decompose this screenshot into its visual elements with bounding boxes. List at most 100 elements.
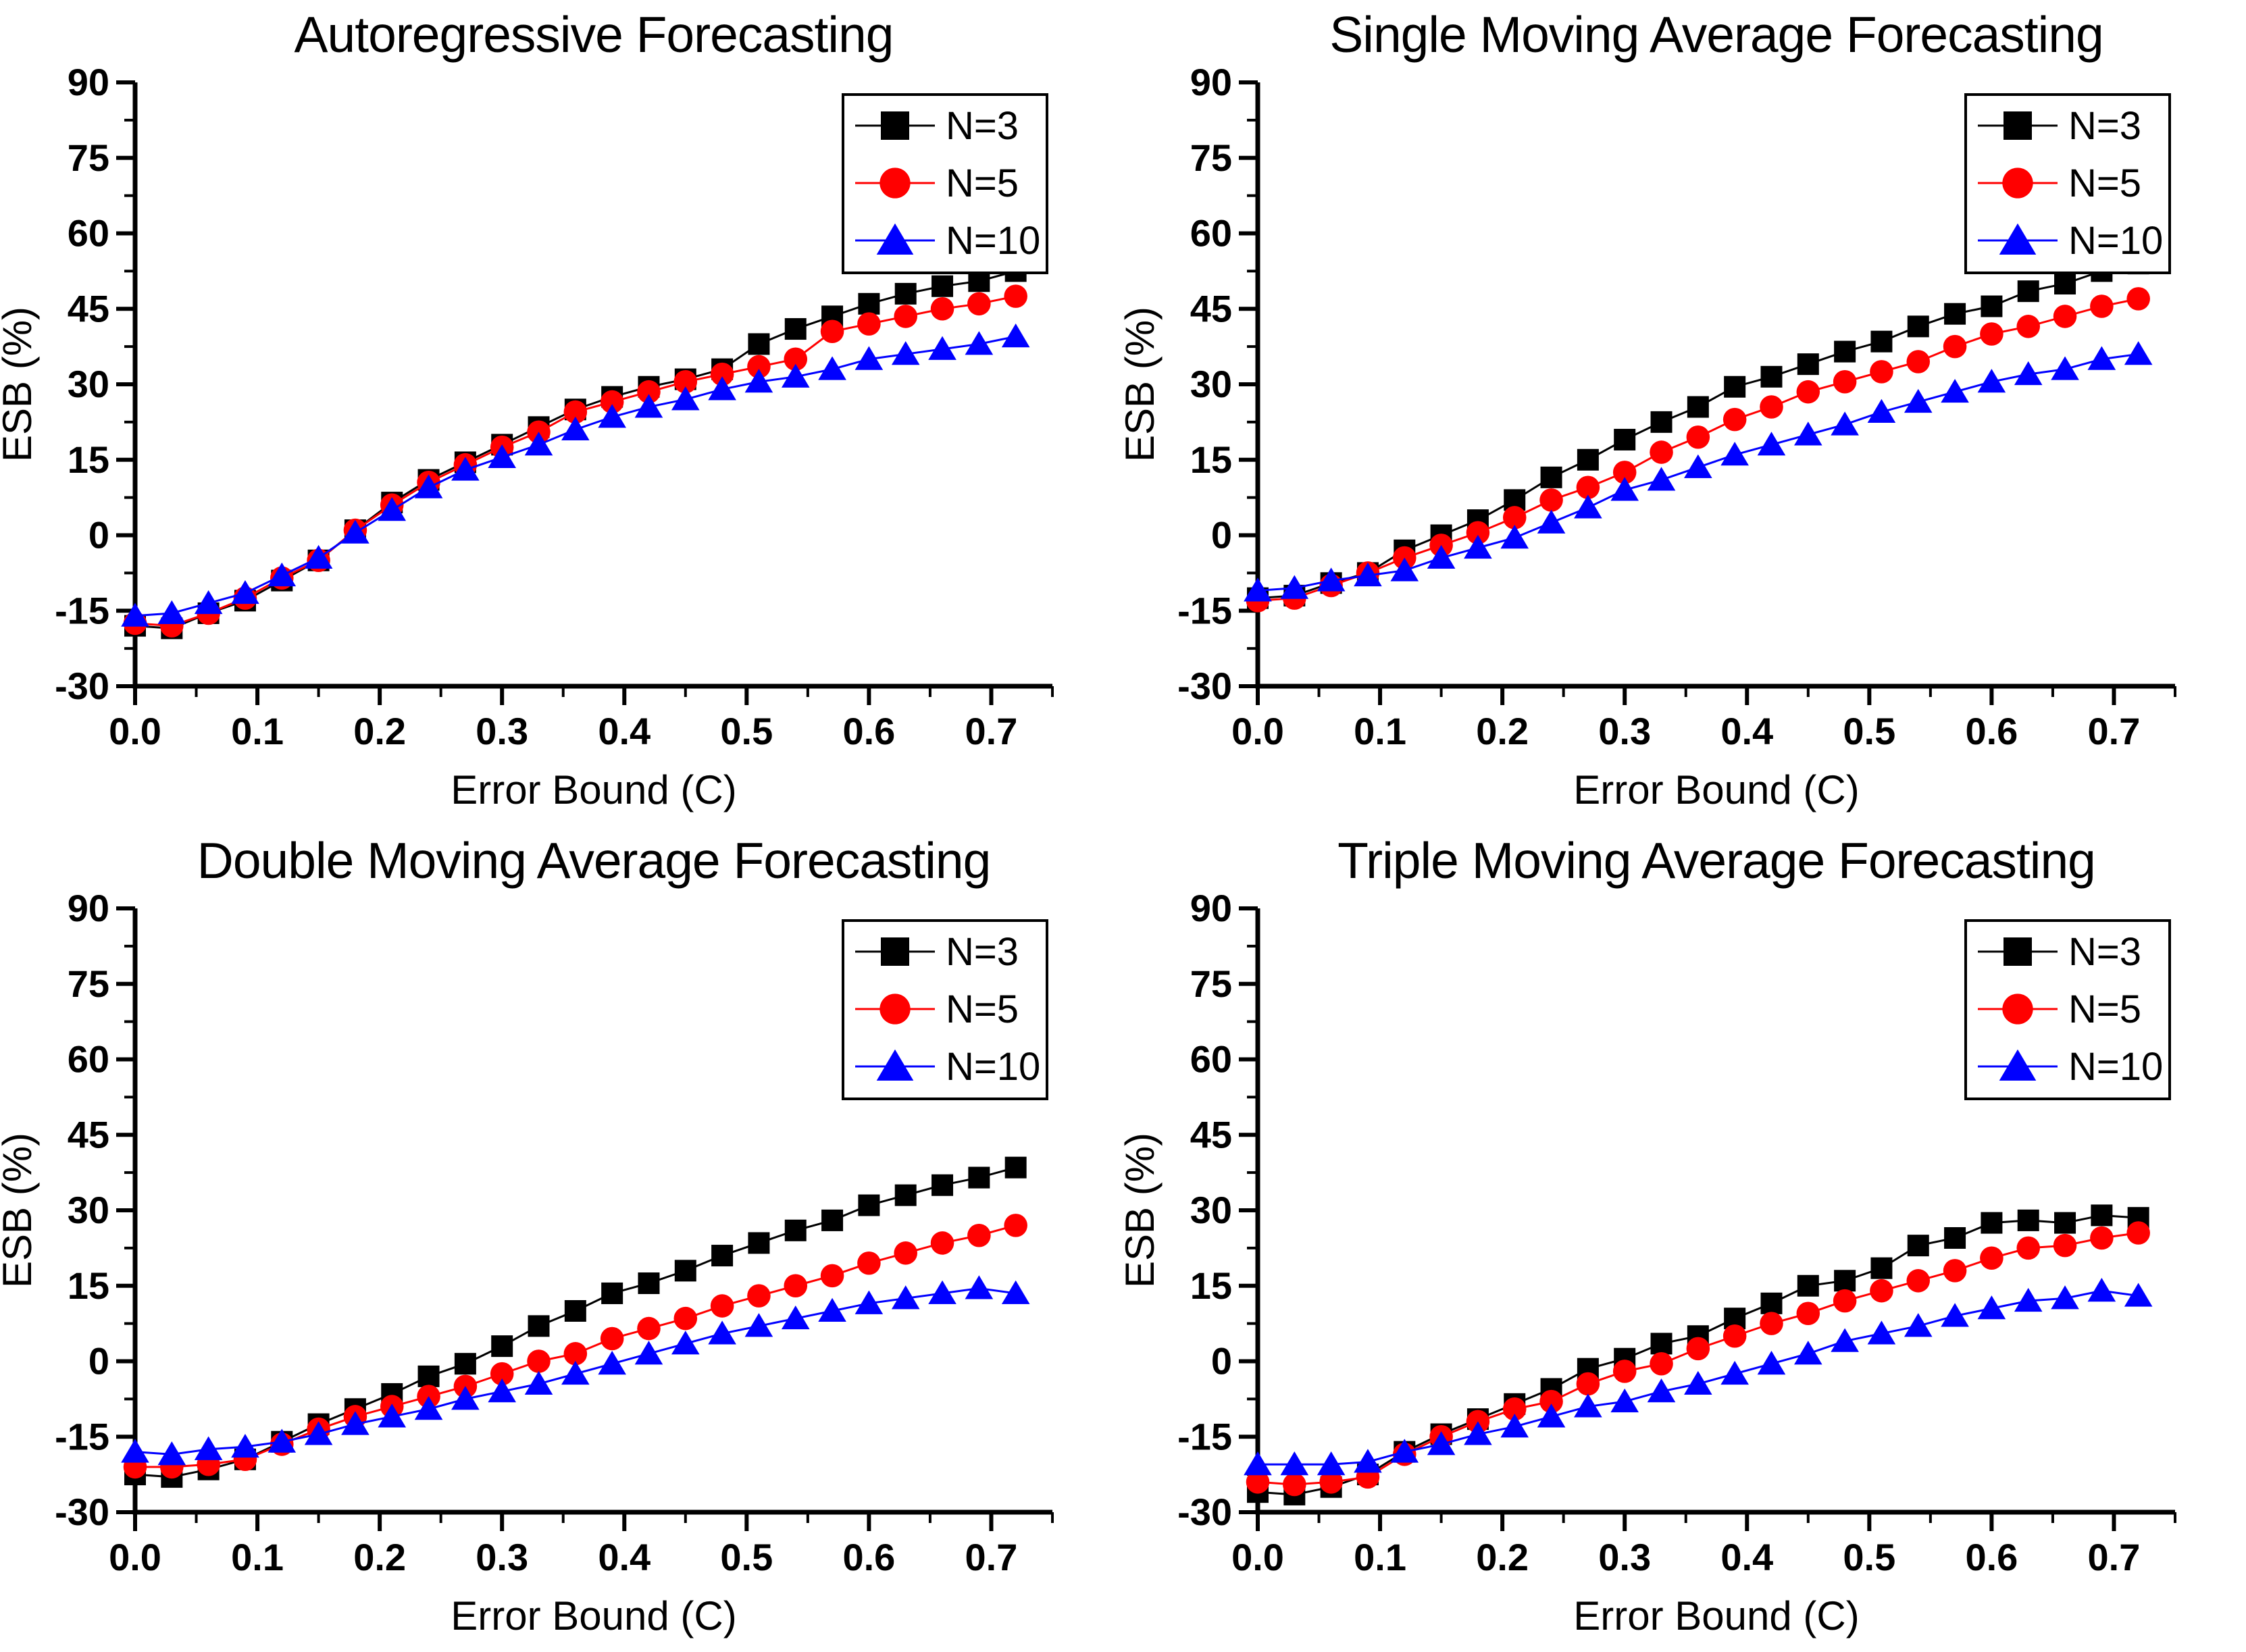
x-tick-label: 0.1 bbox=[231, 710, 284, 752]
x-tick-label: 0.7 bbox=[2088, 710, 2141, 752]
series-N=10-marker bbox=[1941, 1303, 1969, 1327]
y-tick-label: -30 bbox=[1177, 665, 1232, 707]
series-N=10-marker bbox=[634, 394, 663, 418]
series-N=5-marker bbox=[1796, 380, 1820, 404]
y-tick-label: 75 bbox=[1190, 136, 1232, 179]
y-tick-label: -15 bbox=[55, 589, 109, 631]
series-N=5-marker bbox=[1796, 1301, 1820, 1326]
series-N=5-marker bbox=[2053, 1233, 2077, 1258]
series-N=3-marker bbox=[1981, 295, 2003, 317]
series-N=10-marker bbox=[965, 331, 994, 355]
series-N=10-marker bbox=[414, 474, 443, 498]
legend-square-icon bbox=[881, 111, 909, 140]
series-N=5-marker bbox=[1980, 1246, 2003, 1270]
series-N=10-marker bbox=[1757, 1351, 1786, 1375]
series-N=10-line bbox=[134, 335, 1016, 617]
series-N=10-marker bbox=[744, 1313, 773, 1337]
series-N=3-marker bbox=[2017, 280, 2039, 303]
series-N=10 bbox=[1244, 341, 2153, 602]
x-tick-label: 0.6 bbox=[842, 710, 895, 752]
series-N=10-marker bbox=[598, 404, 626, 428]
series-N=10-marker bbox=[2014, 361, 2043, 386]
y-tick-label: 90 bbox=[68, 887, 109, 929]
autoregressive-plot: -30 -15 0 15 30 45 60 75 90 0.0 0.1 0.2 0.3 0.4 0.5 0.6… bbox=[0, 61, 1054, 812]
series-N=5-marker bbox=[1576, 1372, 1600, 1396]
series-N=10-marker bbox=[561, 1360, 590, 1385]
series-N=10-marker bbox=[1317, 1451, 1346, 1476]
legend-circle-icon bbox=[2002, 993, 2033, 1025]
series-N=5-marker bbox=[1722, 407, 1747, 432]
series-N=5 bbox=[123, 1214, 1027, 1479]
series-N=5-marker bbox=[747, 1284, 771, 1308]
y-tick-label: -15 bbox=[1177, 1415, 1232, 1457]
series-N=3-line bbox=[134, 269, 1017, 629]
series-N=10-marker bbox=[2087, 346, 2116, 370]
series-N=10-marker bbox=[1001, 1280, 1030, 1304]
series-N=10 bbox=[1244, 1278, 2153, 1476]
y-tick-label: 60 bbox=[68, 1038, 109, 1081]
series-N=5-marker bbox=[784, 1274, 808, 1298]
series-N=5-marker bbox=[563, 1342, 588, 1366]
x-tick-label: 0.0 bbox=[1231, 710, 1284, 752]
legend-square-icon bbox=[881, 937, 909, 966]
series-N=10-marker bbox=[1244, 577, 1272, 602]
axes bbox=[1239, 906, 2176, 1531]
legend-label: N=10 bbox=[946, 219, 1040, 263]
series-N=5-marker bbox=[1833, 1289, 1857, 1313]
legend: N=3 N=5 N=10 bbox=[842, 93, 1048, 274]
series-N=10-marker bbox=[2124, 1283, 2153, 1307]
series-N=3-marker bbox=[674, 1260, 696, 1282]
series-N=10-marker bbox=[524, 1370, 553, 1395]
series-N=5-marker bbox=[857, 1251, 881, 1275]
series-N=10-marker bbox=[1001, 324, 1030, 348]
series-N=10-marker bbox=[1977, 1295, 2006, 1320]
y-tick-label: 15 bbox=[68, 1264, 109, 1307]
series-N=10-marker bbox=[1537, 509, 1566, 534]
series-N=3-marker bbox=[748, 1232, 770, 1254]
x-tick-label: 0.1 bbox=[1354, 710, 1406, 752]
series-N=10-marker bbox=[854, 346, 884, 370]
y-tick-label: 75 bbox=[1190, 962, 1232, 1005]
x-tick-label: 0.2 bbox=[1476, 1536, 1529, 1578]
x-tick-label: 0.4 bbox=[1720, 710, 1773, 752]
series-N=10-marker bbox=[598, 1351, 626, 1375]
y-tick-label: 0 bbox=[88, 514, 109, 557]
series-N=3-marker bbox=[931, 1174, 954, 1196]
series-N=5-marker bbox=[527, 1349, 551, 1373]
series-N=3-marker bbox=[1944, 1227, 1966, 1249]
y-tick-label: 45 bbox=[68, 287, 109, 330]
series-N=5-marker bbox=[710, 362, 734, 386]
chart-title: Double Moving Average Forecasting bbox=[197, 832, 992, 889]
series-N=10-marker bbox=[1500, 525, 1529, 549]
x-tick-label: 0.0 bbox=[1231, 1536, 1284, 1578]
series-N=10-marker bbox=[157, 600, 186, 624]
series-N=3-marker bbox=[1834, 340, 1856, 363]
series-N=10-marker bbox=[2014, 1287, 2043, 1312]
x-tick-label: 0.3 bbox=[476, 1536, 528, 1578]
legend-square-icon bbox=[2003, 111, 2032, 140]
series-N=10-marker bbox=[671, 1331, 700, 1355]
y-axis-label: ESB (%) bbox=[0, 307, 40, 462]
y-tick-label: 75 bbox=[68, 962, 109, 1005]
series-N=10-marker bbox=[1354, 1449, 1382, 1473]
series-N=10 bbox=[121, 324, 1030, 627]
series-N=10-marker bbox=[928, 336, 956, 360]
y-tick-label: -30 bbox=[55, 1491, 109, 1533]
series-N=3-line bbox=[134, 1166, 1017, 1478]
x-tick-label: 0.7 bbox=[965, 1536, 1018, 1578]
series-N=3-marker bbox=[2054, 1212, 2076, 1234]
tick-labels: -30 -15 0 15 30 45 60 75 90 0.0 0.1 0.2 0.3 0.4 0.5 0.6… bbox=[55, 61, 1017, 752]
series-N=5-marker bbox=[637, 1316, 661, 1341]
x-tick-label: 0.6 bbox=[842, 1536, 895, 1578]
series-N=10-marker bbox=[414, 1396, 443, 1420]
series-N=10-marker bbox=[1280, 575, 1309, 599]
series-N=3-marker bbox=[1834, 1270, 1856, 1292]
legend-label: N=3 bbox=[2068, 104, 2141, 148]
series-N=10-marker bbox=[341, 1411, 369, 1435]
series-N=5-marker bbox=[1870, 1279, 1893, 1303]
x-tick-label: 0.4 bbox=[1720, 1536, 1773, 1578]
panel-double-moving-average: -30 -15 0 15 30 45 60 75 90 0.0 0.1 0.2 0.3 0.4 0.5 0.6… bbox=[0, 826, 1123, 1652]
series-N=3-marker bbox=[858, 292, 880, 315]
series-N=5-marker bbox=[1576, 475, 1600, 500]
panel-single-moving-average: -30 -15 0 15 30 45 60 75 90 0.0 0.1 0.2 0.3 0.4 0.5 0.6… bbox=[1123, 0, 2246, 826]
